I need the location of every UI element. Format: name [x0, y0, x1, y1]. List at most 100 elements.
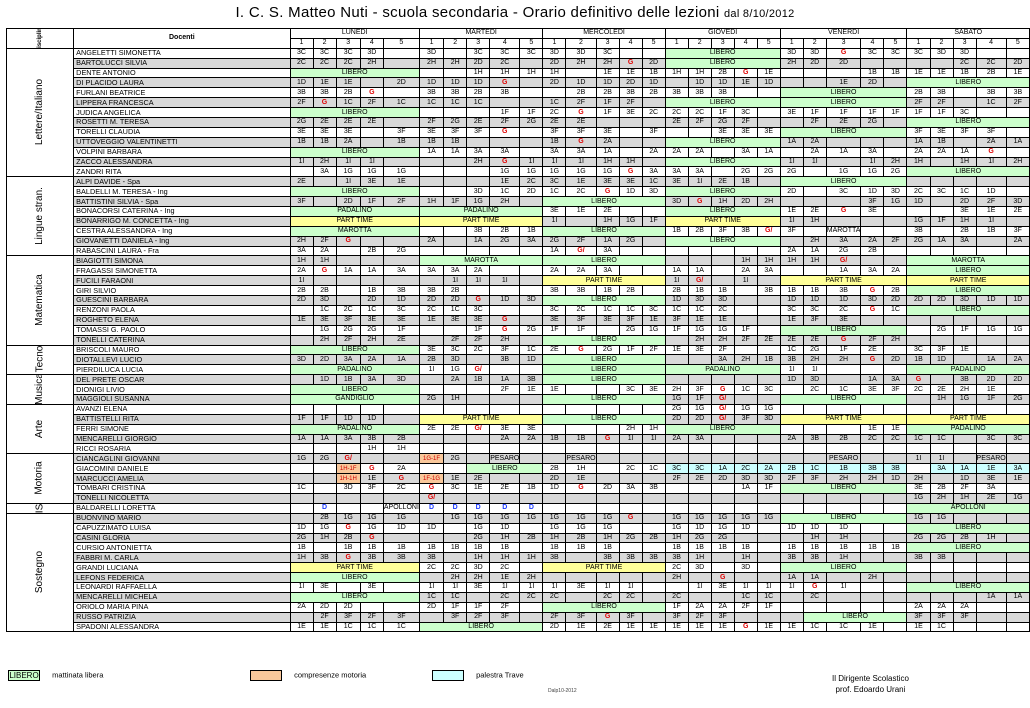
schedule-cell — [906, 314, 931, 326]
schedule-cell: G — [687, 196, 712, 208]
schedule-cell — [519, 136, 544, 148]
schedule-cell: 1A — [289, 433, 314, 445]
schedule-cell — [595, 453, 620, 465]
schedule-cell: 2F — [312, 235, 337, 247]
schedule-cell: 2A — [975, 136, 1007, 148]
title-date: dal 8/10/2012 — [723, 8, 795, 20]
schedule-cell — [883, 146, 908, 158]
schedule-cell: 1D — [443, 77, 468, 89]
schedule-cell: 3F — [641, 126, 666, 138]
schedule-cell — [519, 601, 544, 613]
schedule-cell: 3B — [359, 552, 384, 564]
schedule-cell: 1D — [779, 374, 804, 386]
schedule-cell: 3A — [860, 146, 885, 158]
schedule-cell: 1G — [664, 512, 689, 524]
schedule-cell: 2C — [825, 304, 862, 316]
schedule-cell — [489, 443, 521, 455]
schedule-cell: 2A — [756, 463, 781, 475]
subject-group-text: Motoria — [34, 461, 46, 495]
schedule-cell: 1H — [664, 532, 689, 544]
schedule-cell: 2F — [952, 482, 977, 494]
schedule-cell: 3E — [542, 206, 567, 217]
schedule-cell: 2D — [335, 196, 361, 208]
schedule-cell — [883, 532, 908, 544]
schedule-cell — [595, 443, 620, 455]
schedule-cell: 3D — [952, 47, 977, 59]
libero-block: LIBERO — [542, 393, 666, 405]
schedule-cell — [710, 245, 735, 257]
schedule-cell: 2H — [952, 384, 977, 395]
schedule-cell — [289, 502, 314, 514]
teacher-row: Lingue stran. ALPI DAVIDE - Spa 2E 1I 3E 1E 1E… — [5, 176, 1030, 257]
schedule-cell: 1E — [289, 621, 314, 633]
slot-header: 4 — [618, 37, 643, 49]
schedule-cell: 1B — [382, 542, 420, 554]
teacher-name: FURLANI BEATRICE — [73, 87, 291, 99]
schedule-cell — [618, 117, 643, 128]
schedule-cell: 3D — [733, 473, 758, 484]
schedule-cell — [883, 225, 908, 237]
schedule-cell: 1C — [802, 621, 827, 633]
schedule-cell: 2B — [952, 532, 977, 544]
teacher-name: ROGHETO ELENA — [73, 314, 291, 326]
schedule-cell — [779, 532, 804, 544]
schedule-cell: 3C — [802, 304, 827, 316]
schedule-cell: 1G — [382, 512, 420, 524]
schedule-cell: 2C — [883, 433, 908, 445]
schedule-cell: 2C — [418, 304, 445, 316]
schedule-cell — [359, 492, 384, 504]
schedule-cell: G — [418, 482, 445, 494]
schedule-cell: 2C — [489, 562, 521, 574]
schedule-cell — [382, 87, 420, 99]
schedule-cell: 2C — [687, 107, 712, 119]
schedule-cell — [929, 591, 954, 603]
libero-block: LIBERO — [664, 156, 781, 168]
schedule-cell: 1A — [382, 354, 420, 366]
teacher-name: JUDICA ANGELICA — [73, 107, 291, 119]
schedule-cell: 1G — [710, 324, 735, 336]
schedule-cell: 2C — [519, 176, 544, 188]
schedule-cell: 1A — [779, 572, 804, 583]
schedule-cell: 2D — [825, 57, 862, 69]
schedule-cell: 3B — [733, 225, 758, 237]
schedule-cell: 1C — [975, 97, 1007, 109]
schedule-cell: 2F — [883, 235, 908, 247]
schedule-cell: 3B — [312, 552, 337, 564]
schedule-cell — [975, 443, 1007, 455]
schedule-cell: 3C — [975, 433, 1007, 445]
schedule-cell: 3B — [1005, 87, 1030, 99]
schedule-cell: 2G — [335, 324, 361, 336]
schedule-cell: 1I — [418, 364, 445, 376]
schedule-cell — [641, 522, 666, 534]
libero-block: LIBERO — [906, 265, 1030, 277]
schedule-cell: 1D — [565, 77, 597, 89]
libero-block: LIBERO — [779, 176, 908, 188]
schedule-cell: G — [906, 374, 931, 386]
schedule-cell — [929, 334, 954, 346]
schedule-cell: 2H — [489, 334, 521, 346]
schedule-cell: 3A — [359, 374, 384, 386]
schedule-cell: 2E — [312, 117, 337, 128]
schedule-cell: 3F — [565, 314, 597, 326]
schedule-cell: 1I — [489, 581, 521, 593]
schedule-cell — [929, 374, 954, 386]
schedule-cell — [289, 304, 314, 316]
slot-header: 1 — [664, 37, 689, 49]
schedule-cell — [802, 166, 827, 178]
schedule-cell — [756, 87, 781, 99]
schedule-cell: 1F — [519, 107, 544, 119]
schedule-cell: 3D — [289, 354, 314, 366]
teacher-row: TOMBARI CRISTINA 1C 3D 3F 2C G 3C 1E 2E 1B 1D G 2D 3A… — [7, 482, 1030, 494]
schedule-cell: 1E — [687, 314, 712, 326]
schedule-cell: 2C — [489, 591, 521, 603]
schedule-cell — [952, 354, 977, 366]
schedule-cell — [1005, 146, 1030, 158]
schedule-cell: 2A — [443, 374, 468, 386]
schedule-cell: 1G — [906, 512, 931, 524]
schedule-cell: 1I — [519, 156, 544, 168]
teacher-row: RUSSO PATRIZIA 2F 3F 2F 3F 3F 2F 3F 2F 3F G 3F 3F 2F 3… — [7, 611, 1030, 623]
schedule-cell: 3F — [618, 314, 643, 326]
schedule-cell: 2F — [975, 196, 1007, 208]
schedule-cell: 3C — [466, 47, 491, 59]
slot-header: 3 — [952, 37, 977, 49]
